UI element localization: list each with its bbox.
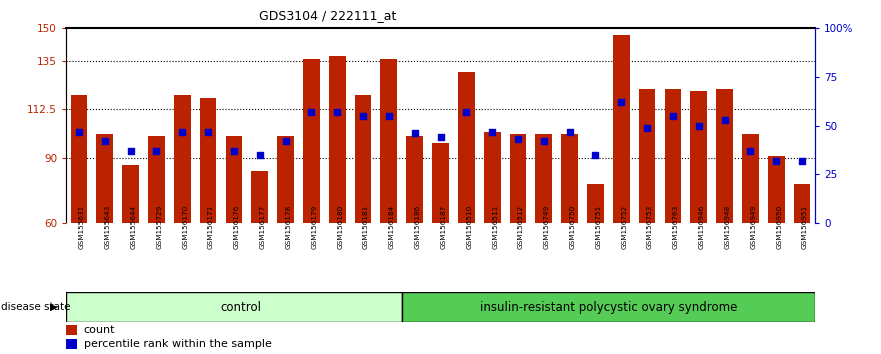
Point [563,129,577,135]
Bar [587,184,603,223]
Text: count: count [84,325,115,335]
Bar [794,184,811,223]
Text: GSM156950: GSM156950 [776,204,782,249]
Bar [613,35,630,223]
Point [769,158,783,164]
Point [381,113,396,119]
Text: GSM156178: GSM156178 [285,204,292,249]
Text: GSM156511: GSM156511 [492,204,498,249]
Bar [329,56,345,223]
Text: GSM156177: GSM156177 [260,204,266,249]
Point [795,158,809,164]
Point [433,135,448,140]
Point [408,131,422,136]
Bar [251,171,268,223]
Bar [716,89,733,223]
Point [640,125,654,131]
Text: GSM156184: GSM156184 [389,204,395,249]
Bar [226,137,242,223]
Text: GSM156753: GSM156753 [647,204,653,249]
Text: insulin-resistant polycystic ovary syndrome: insulin-resistant polycystic ovary syndr… [479,301,737,314]
Bar [96,134,113,223]
Text: GSM156750: GSM156750 [570,204,575,249]
Text: GSM156751: GSM156751 [596,204,602,249]
Text: GSM156749: GSM156749 [544,204,550,249]
Point [485,129,500,135]
Bar [664,89,681,223]
Text: GSM156176: GSM156176 [234,204,240,249]
Bar [381,59,397,223]
Bar [768,156,785,223]
Text: GSM156171: GSM156171 [208,204,214,249]
Point [717,117,731,123]
Text: GSM156181: GSM156181 [363,204,369,249]
Bar [174,95,190,223]
Text: GDS3104 / 222111_at: GDS3104 / 222111_at [260,9,396,22]
Bar [66,325,78,335]
Point [744,148,758,154]
Bar [402,292,815,322]
Point [227,148,241,154]
Point [330,109,344,115]
Text: GSM156179: GSM156179 [311,204,317,249]
Bar [122,165,139,223]
Point [72,129,86,135]
Text: GSM156763: GSM156763 [673,204,679,249]
Bar [303,59,320,223]
Text: GSM156949: GSM156949 [751,204,757,249]
Text: GSM155643: GSM155643 [105,204,111,249]
Point [511,137,525,142]
Point [304,109,318,115]
Text: GSM156948: GSM156948 [724,204,730,249]
Bar [278,137,294,223]
Bar [484,132,500,223]
Point [459,109,473,115]
Bar [561,134,578,223]
Text: control: control [220,301,261,314]
Point [356,113,370,119]
Point [150,148,164,154]
Point [589,152,603,158]
Point [98,138,112,144]
Point [537,138,551,144]
Bar [406,137,423,223]
Bar [742,134,759,223]
Text: GSM156170: GSM156170 [182,204,189,249]
Bar [66,339,78,349]
Point [123,148,137,154]
Text: ▶: ▶ [49,302,57,312]
Text: GSM156510: GSM156510 [466,204,472,249]
Point [614,99,628,105]
Text: GSM156512: GSM156512 [518,204,524,249]
Bar [355,95,372,223]
Bar [691,91,707,223]
Bar [148,137,165,223]
Bar [66,292,402,322]
Text: GSM156946: GSM156946 [699,204,705,249]
Text: GSM156180: GSM156180 [337,204,344,249]
Bar [458,72,475,223]
Text: GSM156752: GSM156752 [621,204,627,249]
Bar [70,95,87,223]
Text: GSM156951: GSM156951 [802,204,808,249]
Text: GSM155729: GSM155729 [157,204,162,249]
Point [278,138,292,144]
Point [666,113,680,119]
Bar [200,98,217,223]
Bar [432,143,449,223]
Bar [536,134,552,223]
Point [253,152,267,158]
Point [175,129,189,135]
Text: percentile rank within the sample: percentile rank within the sample [84,339,271,349]
Text: GSM155631: GSM155631 [79,204,85,249]
Point [692,123,706,129]
Text: GSM156187: GSM156187 [440,204,447,249]
Text: disease state: disease state [1,302,70,312]
Bar [639,89,655,223]
Bar [509,134,526,223]
Text: GSM155644: GSM155644 [130,204,137,249]
Text: GSM156186: GSM156186 [415,204,421,249]
Point [201,129,215,135]
